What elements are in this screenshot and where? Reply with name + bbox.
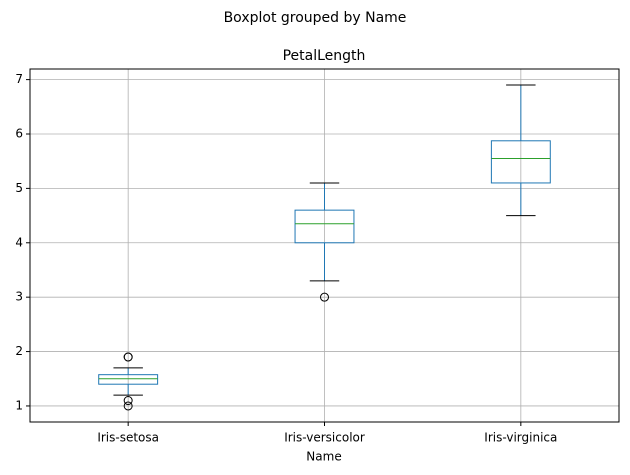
flier — [123, 396, 133, 406]
box — [98, 374, 159, 385]
flier — [123, 352, 133, 362]
y-tick-label: 4 — [15, 235, 23, 249]
y-tick-label: 3 — [15, 290, 23, 304]
box — [294, 209, 355, 244]
box — [490, 140, 551, 184]
y-tick-label: 2 — [15, 344, 23, 358]
x-tick-label: Iris-setosa — [97, 431, 159, 445]
y-tick-label: 1 — [15, 398, 23, 412]
y-tick-label: 7 — [15, 72, 23, 86]
y-tick-label: 5 — [15, 181, 23, 195]
plot-frame — [29, 68, 620, 423]
suptitle: Boxplot grouped by Name — [224, 10, 407, 26]
y-tick-label: 6 — [15, 126, 23, 140]
chart-title: PetalLength — [283, 48, 366, 64]
flier — [123, 401, 133, 411]
flier — [320, 292, 329, 302]
x-tick-label: Iris-virginica — [484, 431, 557, 445]
x-axis-label: Name — [306, 450, 341, 464]
x-tick-label: Iris-versicolor — [284, 431, 365, 445]
